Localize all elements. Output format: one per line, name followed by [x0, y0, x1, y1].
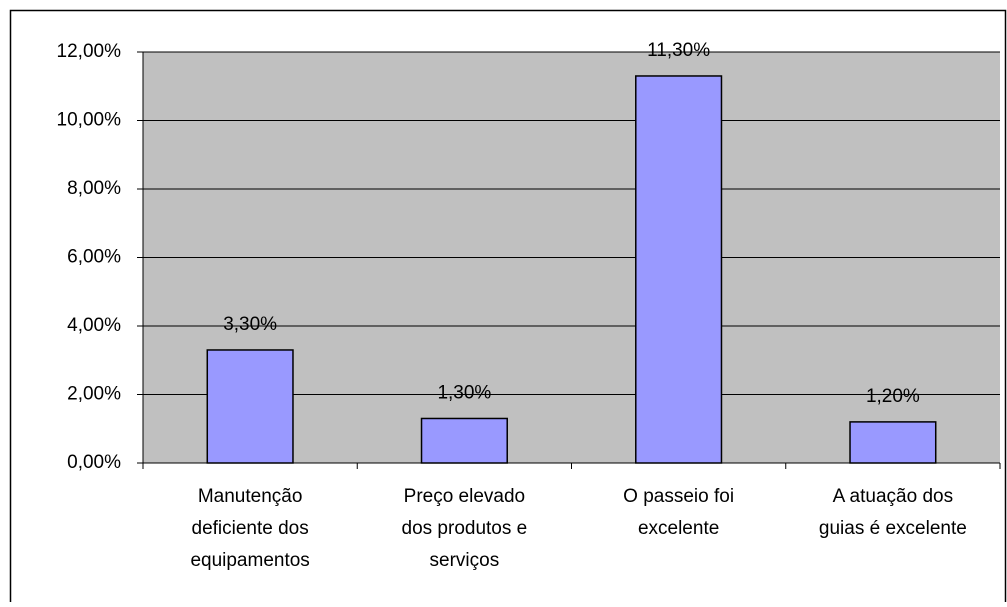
- y-tick-label: 10,00%: [57, 110, 122, 131]
- x-tick-label: O passeio foi: [623, 486, 734, 507]
- x-tick-label: Manutenção: [198, 486, 303, 507]
- x-tick-label: equipamentos: [190, 550, 309, 571]
- x-tick-label: dos produtos e: [402, 518, 528, 539]
- bar: [849, 421, 937, 464]
- x-tick-label: serviços: [430, 550, 500, 571]
- value-label: 1,30%: [437, 382, 491, 403]
- value-label: 3,30%: [223, 314, 277, 335]
- x-tick-label: Preço elevado: [404, 486, 525, 507]
- y-tick-label: 2,00%: [67, 384, 121, 405]
- y-tick-label: 6,00%: [67, 247, 121, 268]
- x-tick-label: A atuação dos: [833, 486, 953, 507]
- x-tick-label: deficiente dos: [192, 518, 309, 539]
- value-label: 1,20%: [866, 386, 920, 407]
- y-tick-label: 4,00%: [67, 315, 121, 336]
- x-tick-label: excelente: [638, 518, 719, 539]
- bar: [206, 349, 294, 464]
- value-label: 11,30%: [647, 40, 710, 61]
- y-tick-label: 8,00%: [67, 178, 121, 199]
- bar: [635, 75, 723, 464]
- bar: [420, 417, 508, 464]
- y-tick-label: 12,00%: [57, 41, 122, 62]
- x-tick-label: guias é excelente: [819, 518, 967, 539]
- y-tick-label: 0,00%: [67, 452, 121, 473]
